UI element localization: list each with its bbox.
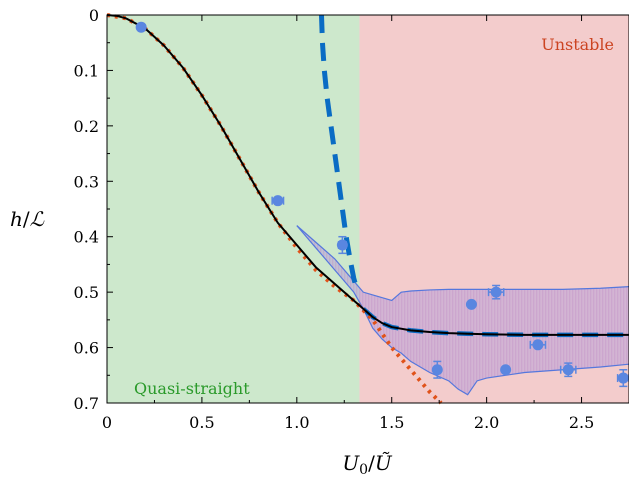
data-point: [529, 339, 547, 351]
point-marker: [562, 364, 574, 376]
region-label-quasi-straight: Quasi-straight: [134, 379, 250, 398]
data-point: [559, 362, 577, 378]
y-tick-label: 0.3: [74, 172, 99, 191]
region-label-unstable: Unstable: [541, 35, 614, 54]
x-tick-label: 2.0: [474, 413, 499, 432]
band-upper-edge: [296, 225, 629, 302]
data-point: [487, 284, 505, 300]
point-marker: [617, 372, 629, 384]
x-axis-title: U0/Ũ: [342, 451, 393, 478]
x-tick-label: 2.5: [569, 413, 594, 432]
x-tick-label: 1.0: [284, 413, 309, 432]
series-lines: [106, 13, 629, 405]
point-marker: [532, 339, 544, 351]
data-point: [500, 364, 512, 376]
series-line-dashed-thick: [318, 14, 360, 293]
point-marker: [465, 298, 477, 310]
point-marker: [336, 239, 348, 251]
y-axis-title: h/ℒ: [10, 207, 45, 231]
axis-ticks: 0 0.5 1.0 1.5 2.0 2.5 0 0.1 0.2 0.3 0.4 0.5 0.6 0.7: [74, 6, 595, 432]
y-tick-label: 0.6: [74, 339, 99, 358]
data-point: [271, 195, 285, 207]
series-line-solid: [106, 14, 629, 336]
y-tick-label: 0.4: [74, 228, 99, 247]
point-marker: [490, 286, 502, 298]
y-tick-label: 0.1: [74, 61, 99, 80]
region-0: [107, 15, 360, 403]
point-marker: [431, 364, 443, 376]
band-lower-edge: [296, 225, 629, 396]
data-points: [135, 21, 629, 388]
x-tick-label: 0: [102, 413, 112, 432]
x-tick-label: 0.5: [189, 413, 214, 432]
svg-text:U0/Ũ: U0/Ũ: [342, 451, 393, 478]
point-marker: [500, 364, 512, 376]
data-point: [135, 21, 147, 33]
y-tick-label: 0.2: [74, 117, 99, 136]
point-marker: [135, 21, 147, 33]
y-tick-label: 0.7: [74, 394, 99, 413]
data-point: [465, 298, 477, 310]
svg-text:h/ℒ: h/ℒ: [10, 207, 45, 231]
x-tick-label: 1.5: [379, 413, 404, 432]
data-point: [336, 235, 348, 255]
y-tick-label: 0.5: [74, 283, 99, 302]
point-marker: [272, 195, 284, 207]
background-regions: [107, 15, 629, 403]
data-point: [431, 360, 443, 379]
y-tick-label: 0: [89, 6, 99, 25]
data-point: [616, 368, 629, 388]
